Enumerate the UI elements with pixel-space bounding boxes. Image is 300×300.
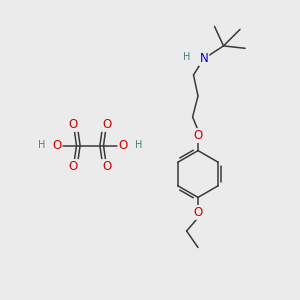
Text: O: O (102, 160, 111, 173)
Text: O: O (194, 206, 202, 219)
Text: N: N (200, 52, 208, 65)
Text: O: O (118, 139, 127, 152)
Text: H: H (135, 140, 142, 150)
Text: O: O (52, 139, 62, 152)
Text: O: O (102, 118, 111, 131)
Text: H: H (183, 52, 190, 62)
Text: O: O (194, 129, 202, 142)
Text: O: O (69, 118, 78, 131)
Text: O: O (69, 160, 78, 173)
Text: H: H (38, 140, 45, 150)
